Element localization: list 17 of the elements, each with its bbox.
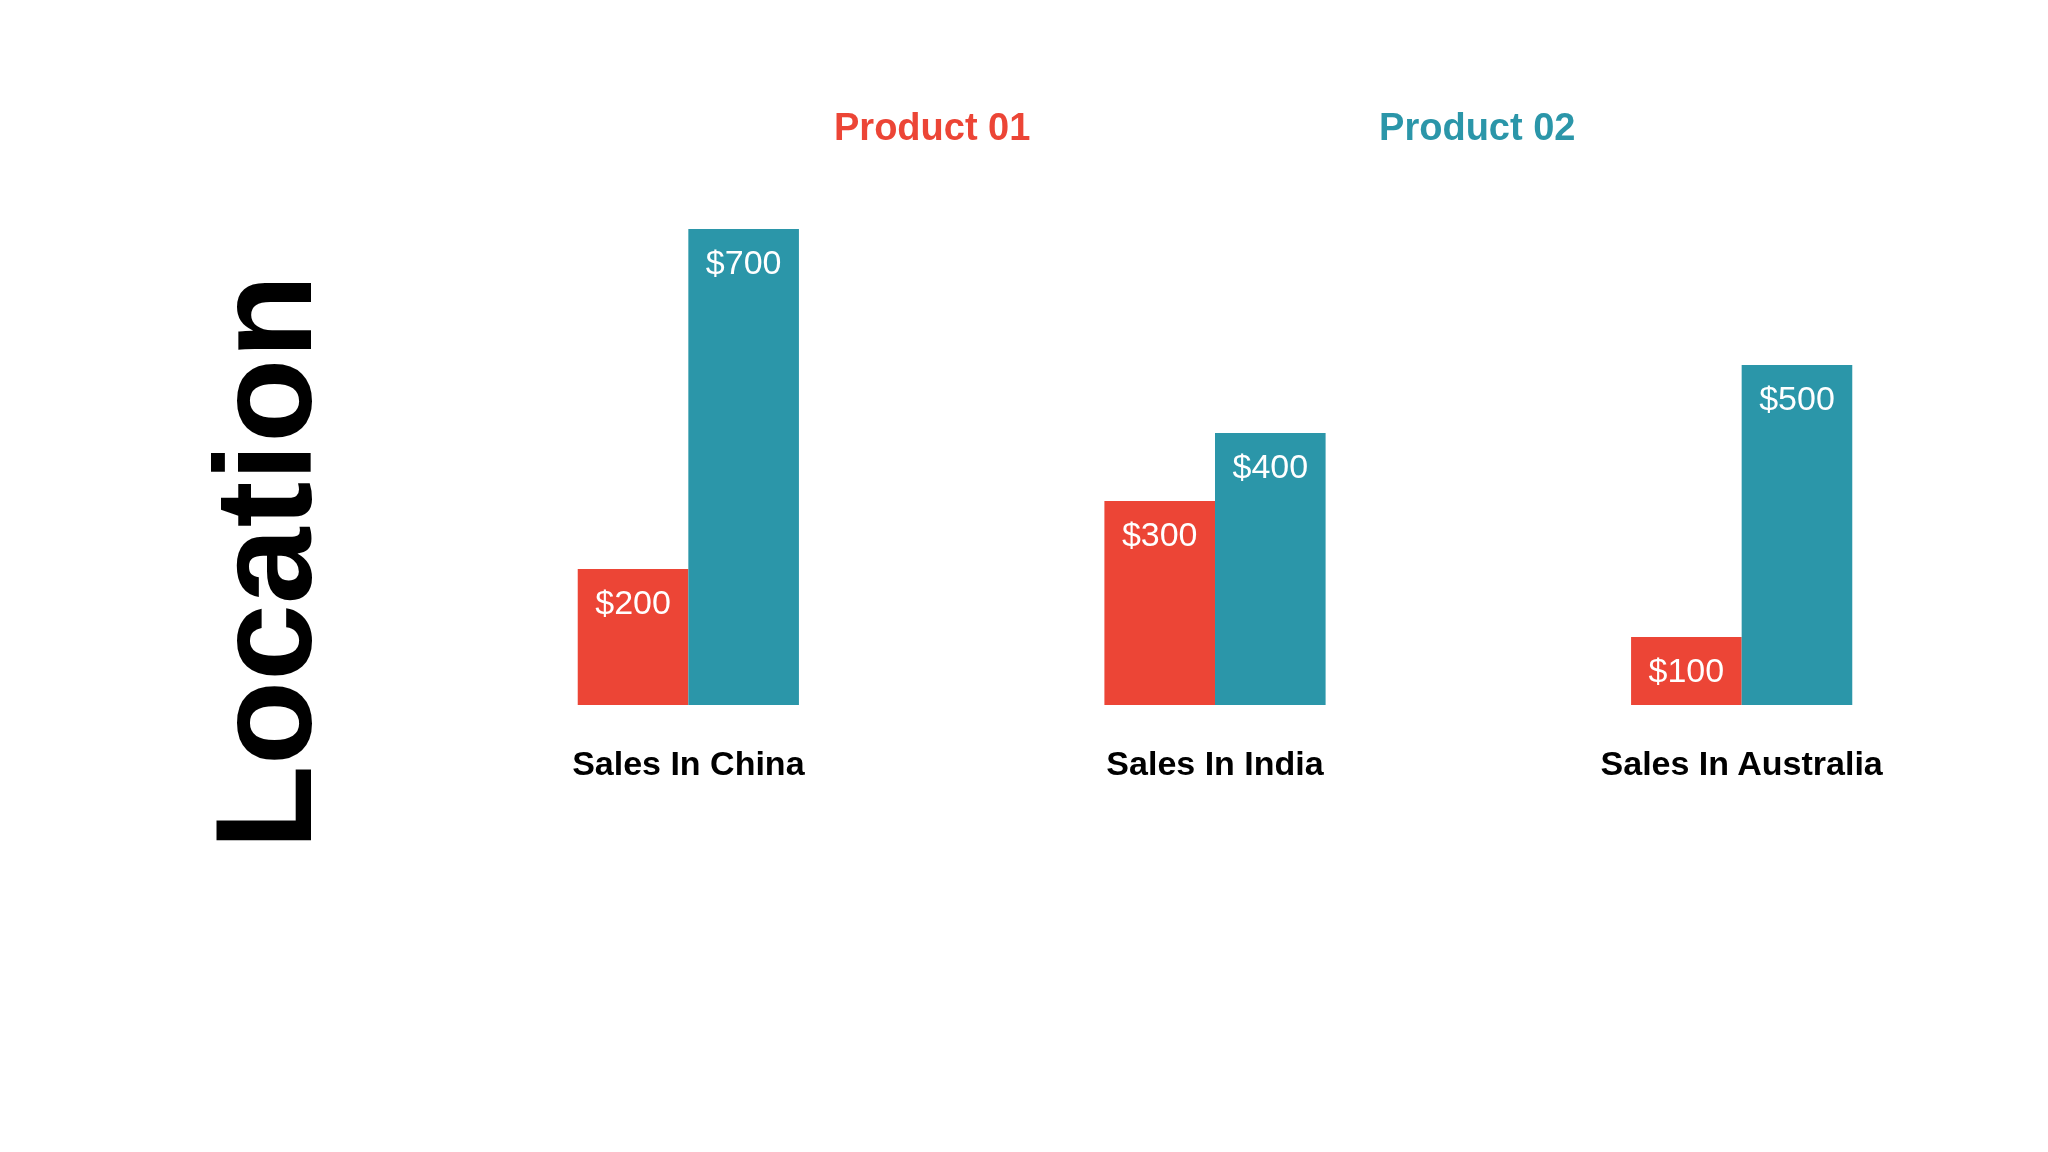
bar (577, 569, 689, 705)
data-label: $100 (1648, 651, 1725, 689)
text: Product 02 (1379, 106, 1576, 148)
data-label: $500 (1759, 379, 1835, 417)
bar (1215, 433, 1326, 705)
x-tick-label: Sales In India (1106, 743, 1325, 782)
data-label: $200 (595, 583, 671, 621)
data-label: $300 (1121, 515, 1198, 553)
text: Product 01 (833, 106, 1031, 148)
x-tick-label: Sales In China (572, 743, 806, 782)
bar (1104, 501, 1215, 705)
bar (1741, 365, 1853, 705)
data-label: $400 (1232, 447, 1309, 485)
bar (688, 229, 799, 705)
text: Location (186, 274, 340, 850)
data-label: $700 (705, 243, 782, 281)
x-tick-label: Sales In Australia (1600, 743, 1884, 782)
